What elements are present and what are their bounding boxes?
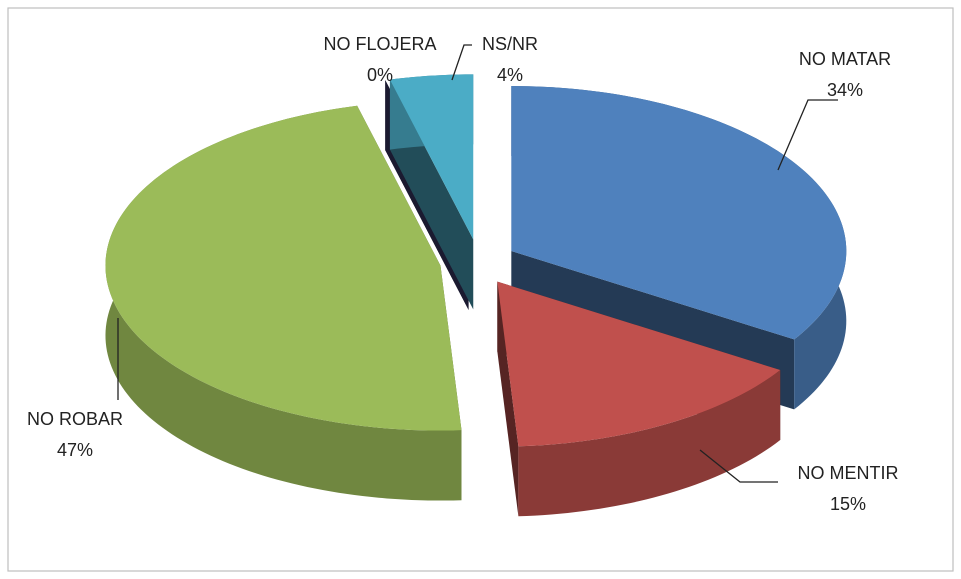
slice xyxy=(105,105,462,431)
category-label: NS/NR xyxy=(482,34,538,54)
slice xyxy=(511,86,847,340)
category-label: NO MATAR xyxy=(799,49,891,69)
category-label: NO MENTIR xyxy=(798,463,899,483)
category-label: NO FLOJERA xyxy=(323,34,436,54)
value-label: 34% xyxy=(827,80,863,100)
data-labels: NO MATAR 34% NO MENTIR 15% NO ROBAR 47% NO FLO… xyxy=(27,34,899,514)
slice-side xyxy=(518,370,781,517)
category-label: NO ROBAR xyxy=(27,409,123,429)
slice xyxy=(385,80,469,240)
leader-line xyxy=(699,449,778,483)
value-label: 15% xyxy=(830,494,866,514)
pie xyxy=(105,74,847,517)
value-label: 4% xyxy=(497,65,523,85)
value-label: 0% xyxy=(367,65,393,85)
slice-side xyxy=(497,281,519,517)
value-label: 47% xyxy=(57,440,93,460)
slice xyxy=(389,74,474,240)
leader-line xyxy=(451,44,472,81)
leader-line xyxy=(777,99,838,171)
slice xyxy=(497,281,781,447)
